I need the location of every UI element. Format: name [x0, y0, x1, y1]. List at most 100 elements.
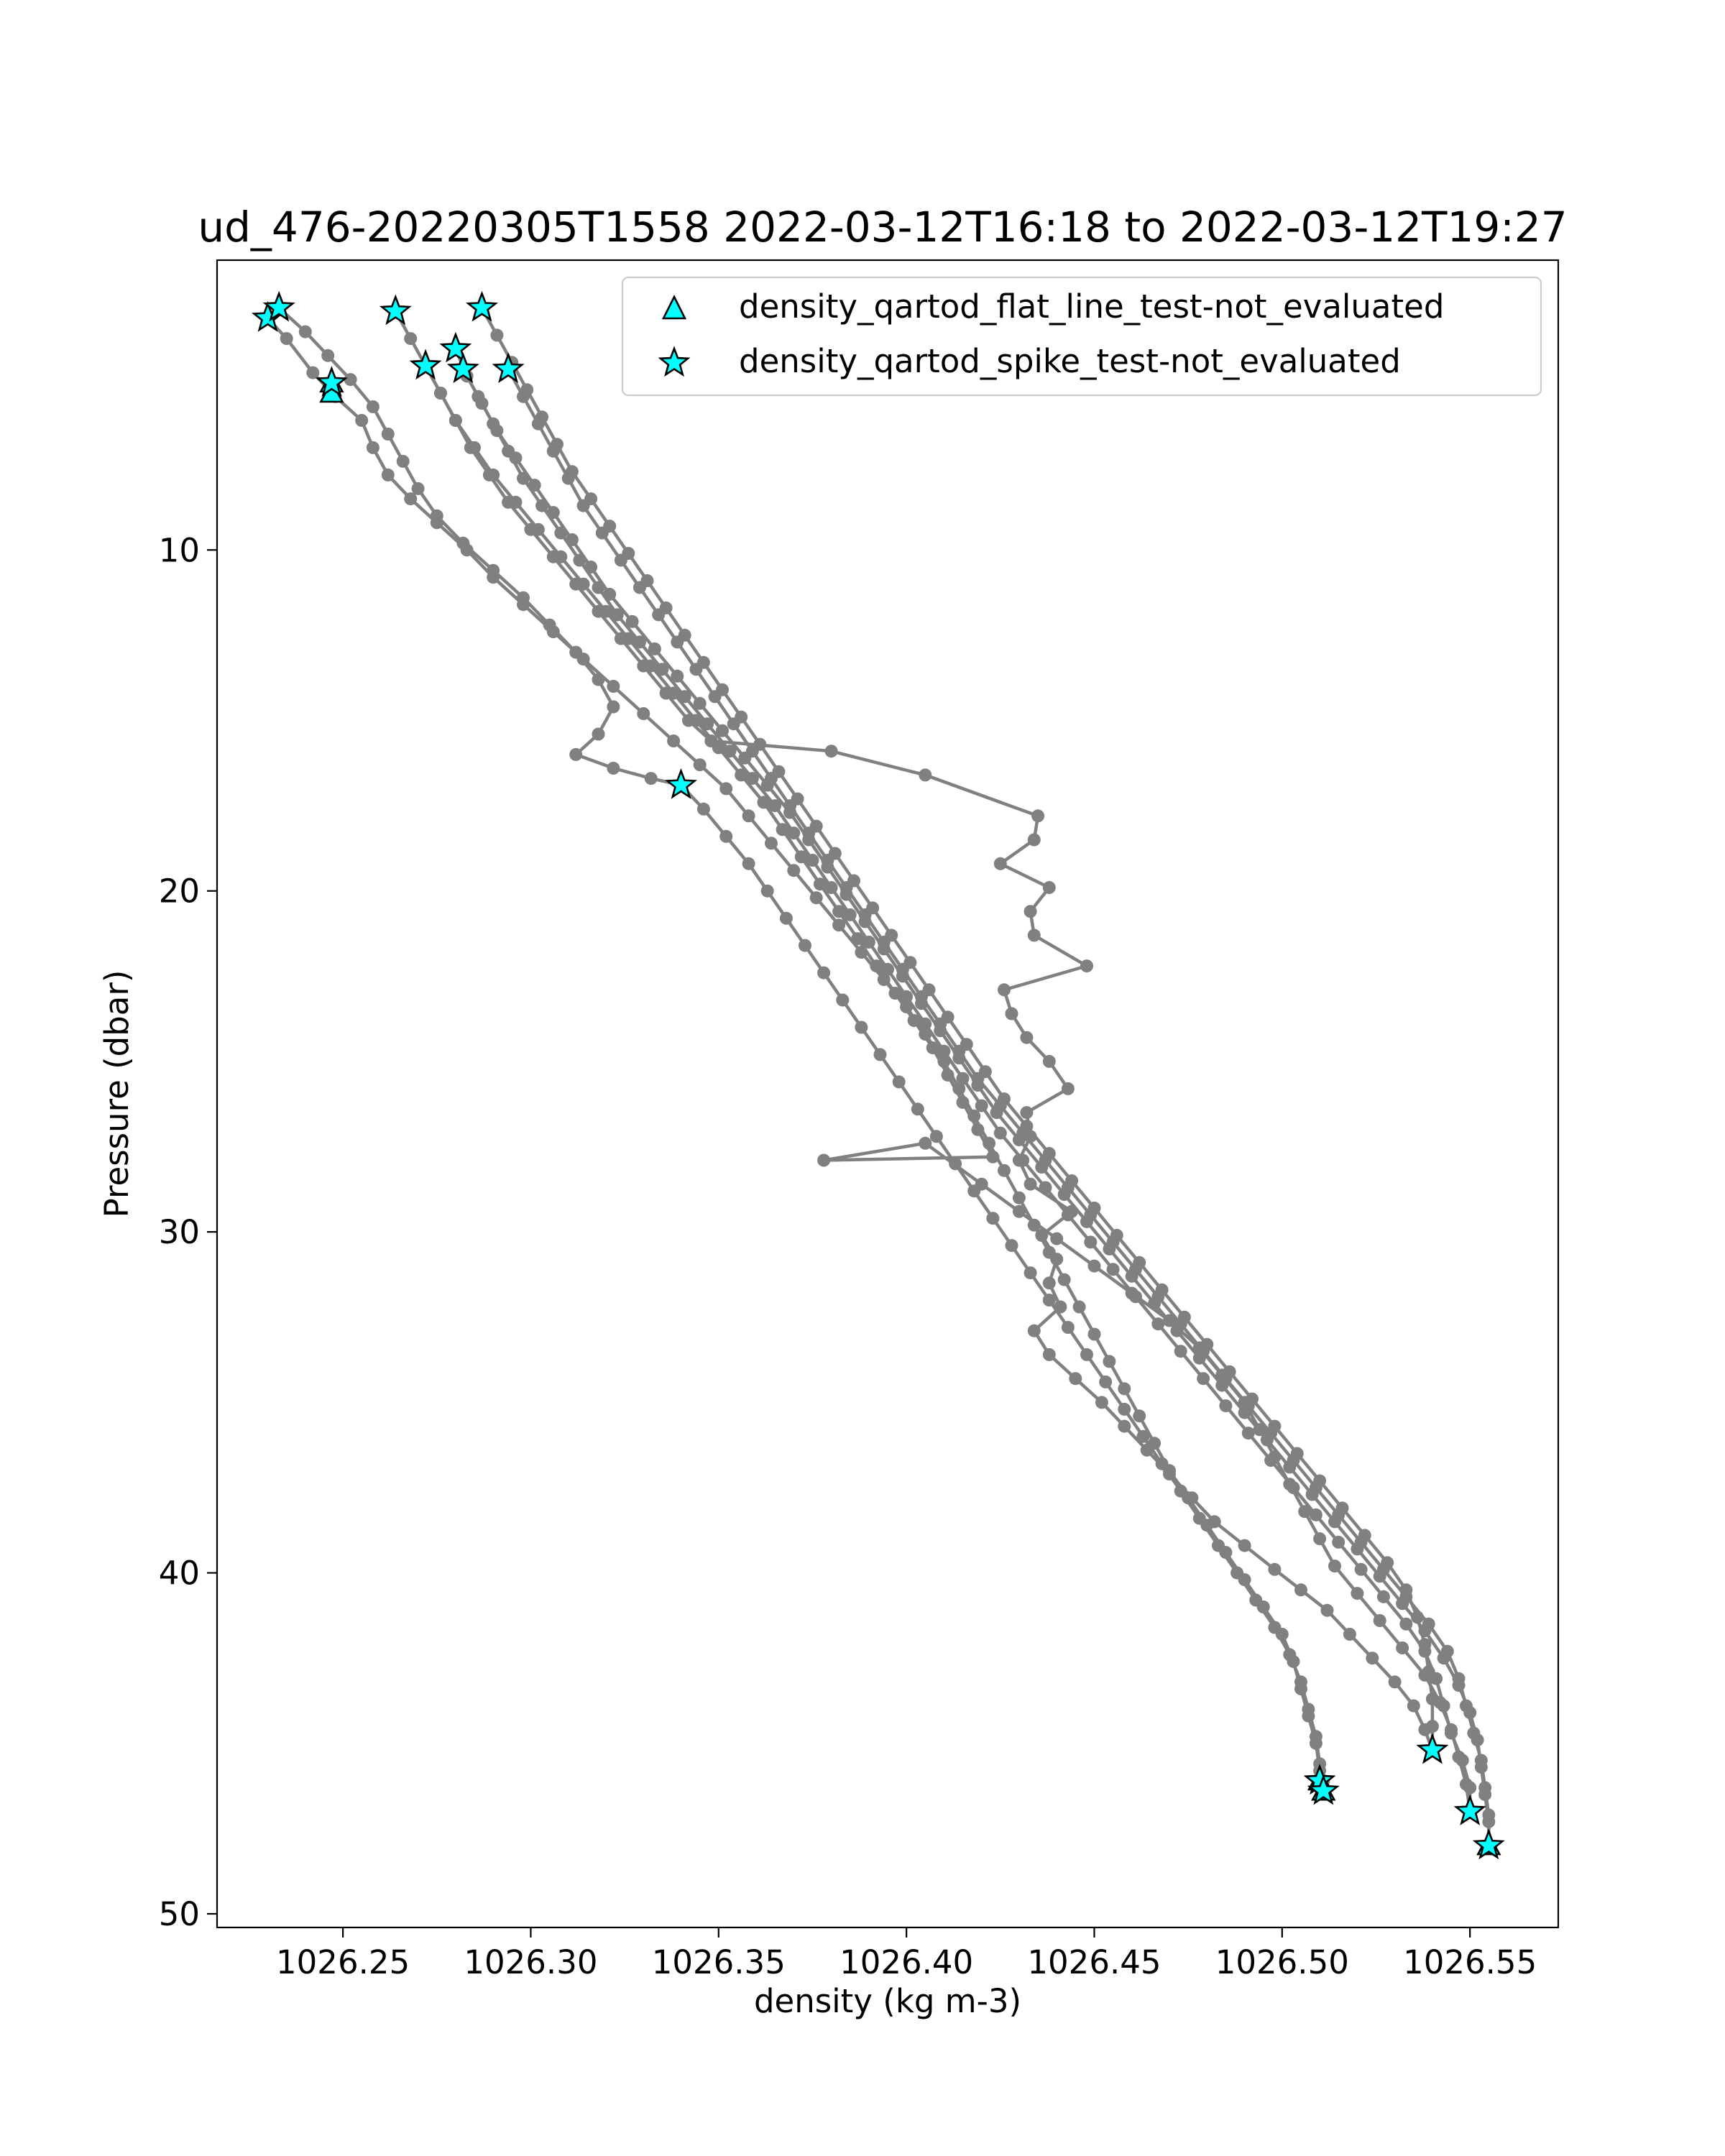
data-point	[1054, 1300, 1067, 1314]
data-point	[907, 1014, 921, 1027]
data-point	[1298, 1505, 1312, 1519]
data-point	[1351, 1587, 1364, 1600]
data-point	[667, 686, 681, 700]
data-point	[821, 854, 834, 867]
data-point	[1208, 1515, 1221, 1529]
data-point	[656, 663, 669, 676]
data-point	[1118, 1402, 1131, 1416]
data-point	[1031, 809, 1045, 823]
data-point	[783, 799, 797, 813]
data-point	[1106, 1263, 1120, 1276]
data-point	[1024, 905, 1037, 918]
data-point	[1027, 929, 1041, 942]
data-point	[1452, 1672, 1466, 1685]
data-point	[1133, 1409, 1146, 1423]
data-point	[569, 645, 583, 659]
data-point	[1287, 1481, 1300, 1494]
data-point	[404, 332, 418, 346]
data-point	[986, 1150, 1000, 1164]
data-point	[396, 454, 410, 468]
data-point	[919, 768, 932, 782]
data-point	[719, 829, 733, 843]
profile-series	[502, 362, 1496, 1853]
data-point	[561, 471, 575, 485]
data-point	[366, 441, 380, 454]
y-tick: 50	[159, 1895, 217, 1933]
data-point	[411, 482, 425, 495]
spike-marker	[1472, 1828, 1505, 1860]
data-point	[1376, 1590, 1390, 1603]
data-point	[535, 499, 549, 512]
data-point	[517, 591, 530, 604]
x-tick: 1026.35	[652, 1927, 786, 1981]
data-point	[1061, 1181, 1075, 1194]
data-point	[765, 837, 778, 850]
spike-marker	[446, 352, 479, 383]
data-point	[637, 707, 650, 720]
data-point	[1219, 1399, 1233, 1413]
data-point	[1264, 1454, 1278, 1467]
y-tick: 40	[159, 1554, 217, 1593]
data-point	[1238, 1539, 1251, 1552]
x-tick-label: 1026.35	[652, 1943, 786, 1981]
spike-marker	[492, 352, 525, 383]
data-point	[1039, 1181, 1052, 1194]
data-point	[1320, 1603, 1334, 1617]
data-point	[919, 1017, 932, 1031]
data-point	[1087, 1259, 1101, 1273]
data-point	[873, 1048, 887, 1061]
data-point	[1163, 1468, 1176, 1480]
data-point	[934, 1017, 947, 1031]
data-point	[607, 700, 620, 714]
data-point	[689, 714, 703, 727]
data-point	[404, 492, 418, 506]
data-point	[975, 1177, 988, 1191]
data-point	[708, 690, 722, 704]
data-point	[1020, 1031, 1034, 1044]
data-point	[678, 690, 691, 704]
data-point	[915, 990, 928, 1003]
data-point	[595, 526, 609, 540]
data-point	[881, 962, 894, 976]
data-point	[760, 884, 774, 898]
data-point	[1264, 1427, 1278, 1440]
data-point	[998, 1164, 1011, 1177]
plot-frame	[216, 259, 1560, 1929]
data-point	[1197, 1372, 1210, 1386]
data-point	[937, 1044, 951, 1058]
data-point	[1084, 1235, 1098, 1249]
data-point	[1061, 1321, 1075, 1334]
data-point	[430, 509, 443, 522]
data-point	[929, 1130, 943, 1143]
spike-marker	[315, 366, 348, 397]
data-point	[1061, 1208, 1075, 1222]
data-point	[1016, 1153, 1030, 1167]
data-point	[1294, 1675, 1307, 1689]
data-point	[911, 1102, 924, 1116]
data-point	[742, 809, 755, 823]
data-point	[1118, 1382, 1131, 1396]
data-point	[799, 939, 811, 952]
data-point	[607, 761, 620, 775]
data-point	[941, 1068, 954, 1082]
data-point	[531, 522, 545, 536]
legend-box	[621, 276, 1542, 397]
data-point	[1099, 1375, 1113, 1388]
data-point	[487, 468, 500, 482]
x-tick: 1026.50	[1215, 1927, 1349, 1981]
y-tick-label: 30	[159, 1213, 200, 1251]
data-point	[1373, 1614, 1386, 1627]
data-point	[1343, 1628, 1356, 1641]
x-tick: 1026.25	[276, 1927, 410, 1981]
data-point	[366, 400, 380, 413]
data-point	[1042, 1276, 1056, 1290]
data-point	[1309, 1481, 1322, 1494]
data-point	[610, 608, 624, 622]
data-point	[1061, 1082, 1075, 1095]
x-tick-label: 1026.40	[840, 1943, 973, 1981]
x-tick: 1026.45	[1027, 1927, 1162, 1981]
data-point	[727, 717, 740, 731]
data-point	[1039, 1153, 1052, 1167]
data-point	[1437, 1699, 1450, 1713]
data-point	[543, 618, 556, 632]
